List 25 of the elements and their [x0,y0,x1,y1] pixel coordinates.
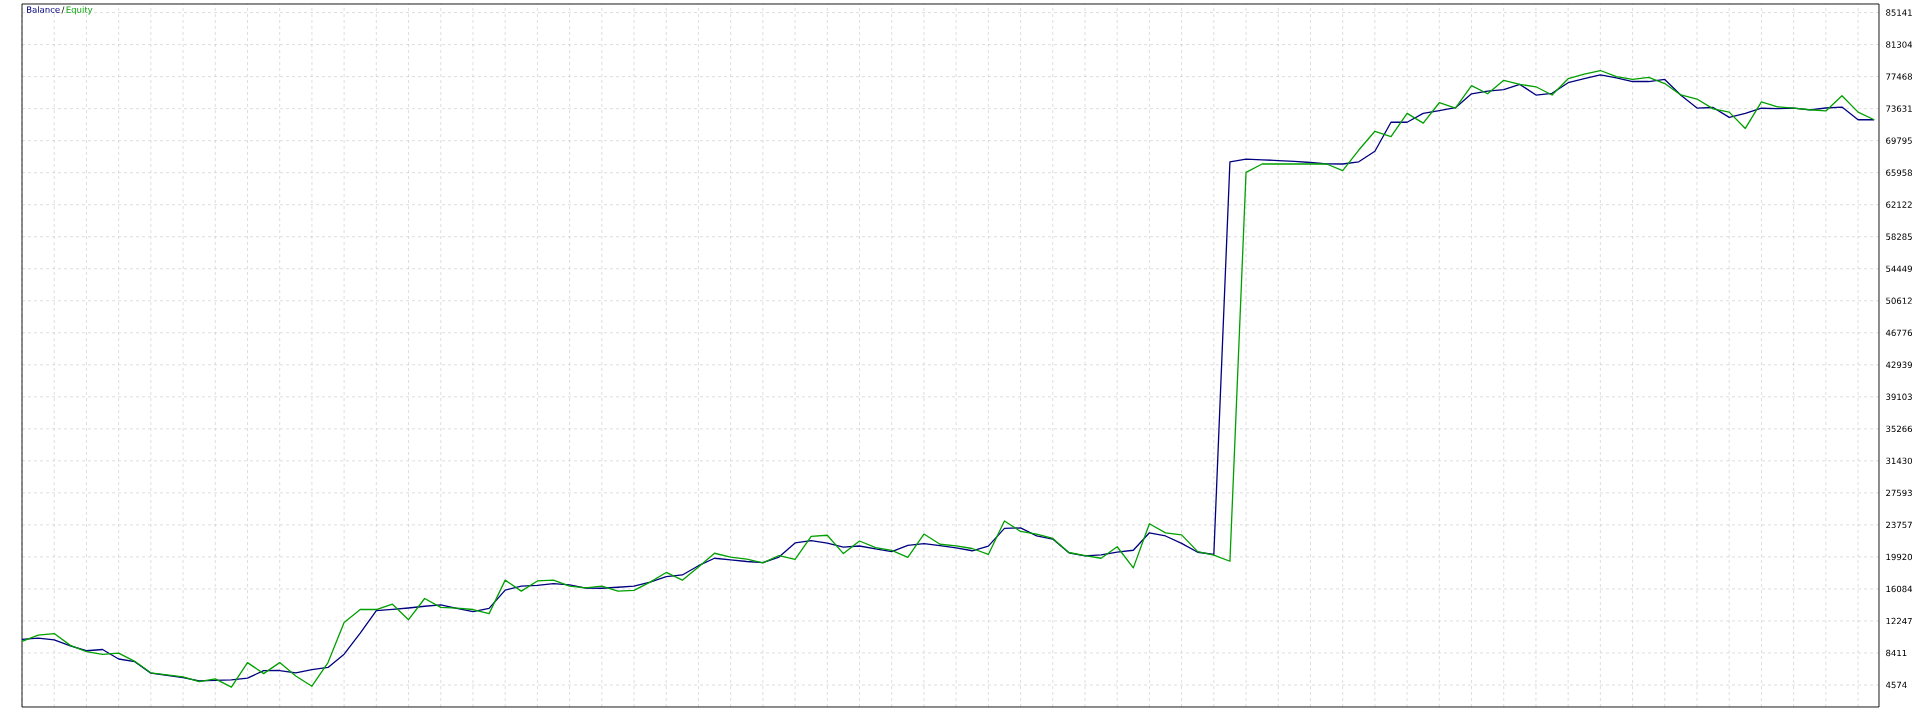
y-tick-label: 39103 [1886,393,1912,401]
y-tick-label: 31430 [1886,457,1912,465]
y-tick-label: 65958 [1886,169,1912,176]
y-tick-label: 81304 [1886,41,1913,48]
y-tick-label: 85141 [1886,9,1912,16]
y-tick-label: 73631 [1886,105,1912,112]
y-tick-label: 77468 [1886,73,1912,80]
y-tick-label: 27593 [1886,489,1912,497]
y-tick-label: 69795 [1886,137,1912,144]
y-tick-label: 62122 [1886,201,1912,208]
y-tick-label: 12247 [1886,617,1912,625]
y-tick-label: 16084 [1886,585,1913,593]
y-tick-label: 8411 [1886,649,1907,657]
y-tick-label: 23757 [1886,521,1912,529]
y-tick-label: 42939 [1885,361,1912,369]
y-tick-label: 50612 [1886,297,1912,305]
y-tick-label: 19920 [1886,553,1912,561]
y-tick-label: 4574 [1885,681,1907,689]
annotation: / [61,6,65,14]
y-tick-label: 35266 [1886,425,1913,433]
y-tick-label: 58285 [1886,233,1912,241]
text: Equity [66,6,93,15]
y-tick-label: 46776 [1885,329,1913,337]
text: Balance [27,6,60,13]
y-tick-label: 54449 [1886,265,1912,273]
